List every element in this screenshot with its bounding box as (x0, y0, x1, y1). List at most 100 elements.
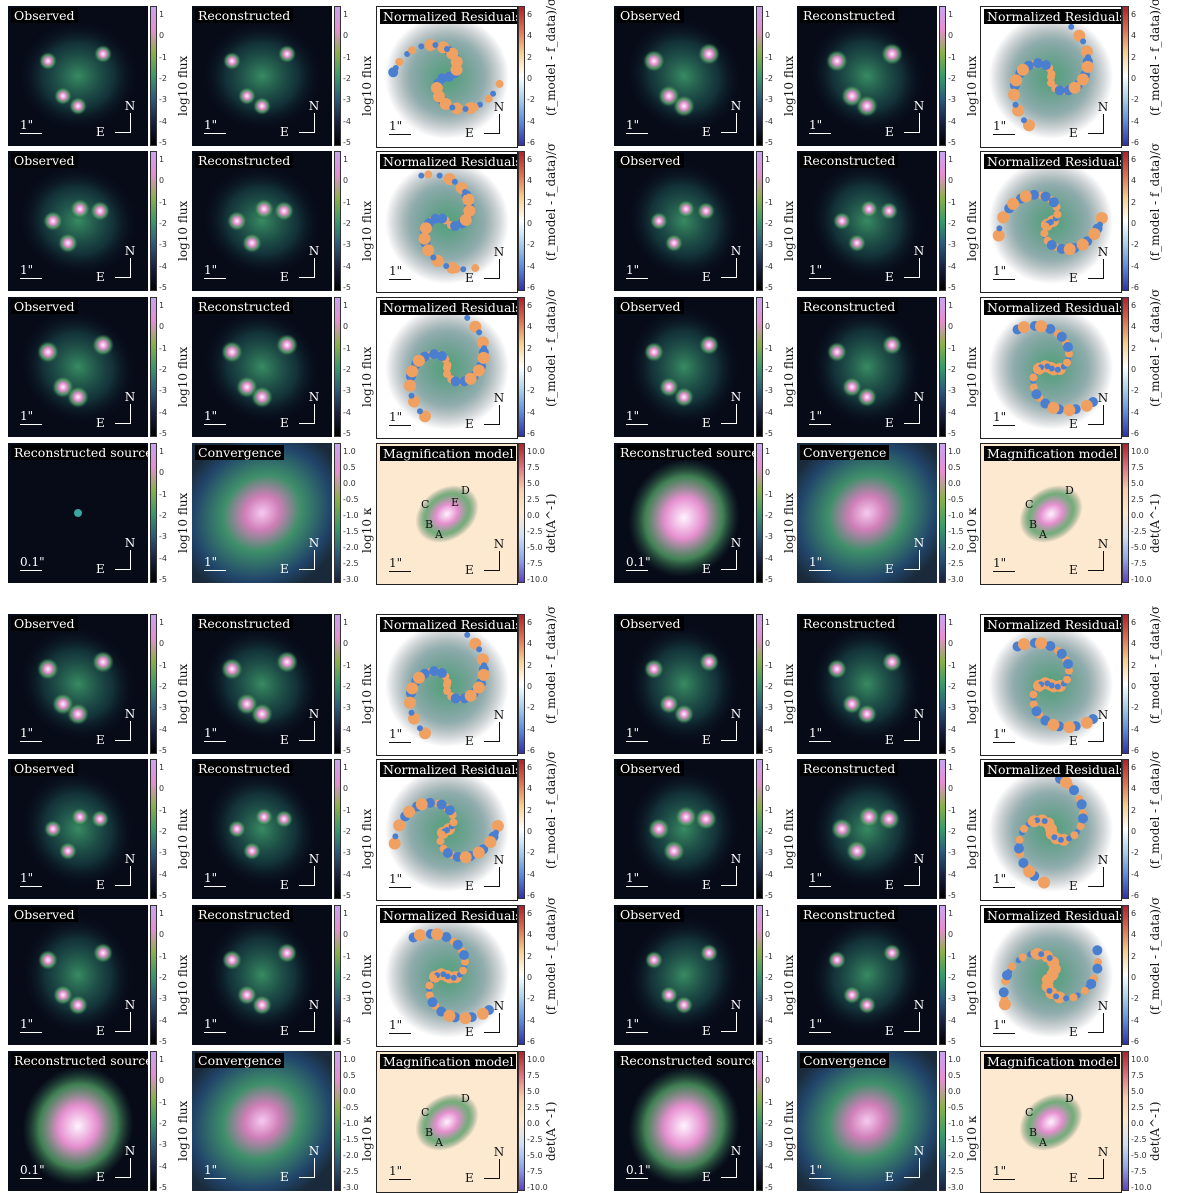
colorbar-tick: -5 (765, 575, 773, 584)
compass-east: E (280, 878, 289, 892)
colorbar-tick: 0 (948, 176, 954, 186)
colorbar-label: log10 κ (360, 507, 374, 553)
colorbar-flux (756, 297, 763, 437)
observed-image (8, 297, 148, 437)
colorbar-tick: -7.5 (1131, 1167, 1147, 1176)
colorbar-tick: -2 (343, 365, 351, 374)
east-arrow (1088, 741, 1104, 742)
colorbar-tick: -2 (343, 973, 351, 982)
observed-image (8, 905, 148, 1045)
scale-bar: 1" (993, 1019, 1015, 1034)
colorbar-label: log10 flux (360, 55, 374, 116)
scale-label: 0.1" (626, 555, 651, 569)
residual-speck (1033, 366, 1042, 375)
compass-north: N (493, 100, 505, 114)
colorbar-flux (334, 614, 341, 754)
compass-east: E (1069, 734, 1078, 748)
residual-speck (441, 932, 452, 943)
residual-speck (1044, 680, 1051, 687)
colorbar-flux (756, 443, 763, 583)
colorbar-tick: 1 (343, 909, 349, 918)
residual-speck (442, 847, 453, 858)
residual-speck (1080, 38, 1087, 45)
panel-title: Normalized Residuals (984, 762, 1121, 777)
colorbar-tick: -1 (343, 343, 351, 353)
image-label-b: B (425, 1126, 434, 1139)
scale-label: 1" (993, 727, 1007, 741)
colorbar-tick: -3 (948, 240, 956, 250)
colorbar-flux (756, 614, 763, 754)
colorbar-tick: -3 (343, 95, 351, 105)
residual-speck (458, 950, 469, 961)
colorbar-tick: -2 (343, 74, 351, 83)
lensed-image (848, 234, 866, 252)
scale-label: 0.1" (20, 1163, 45, 1177)
lensed-image (826, 50, 848, 72)
colorbar-tick: -7.5 (1131, 559, 1147, 568)
observed-image (8, 614, 148, 754)
residual-speck (1019, 190, 1032, 203)
colorbar-tick: 1.0 (948, 1055, 961, 1064)
compass-north: N (124, 1144, 136, 1158)
colorbar-tick: -1.5 (948, 527, 964, 536)
colorbar-tick: 0 (159, 176, 165, 186)
colorbar-label: det(A^-1) (1148, 493, 1162, 553)
panel-reconstructed: Reconstructed 1" N E (797, 905, 937, 1045)
colorbar-tick: -4 (765, 1015, 773, 1025)
north-arrow (130, 258, 131, 278)
east-arrow (721, 885, 737, 886)
colorbar-tick: -1.0 (343, 1119, 359, 1128)
colorbar-tick: -1 (765, 489, 773, 499)
scale-label: 1" (204, 1163, 218, 1177)
residual-speck (437, 830, 446, 839)
colorbar-tick: -2.5 (527, 1135, 543, 1144)
residuals-image (981, 615, 1121, 755)
scale-line (204, 570, 226, 571)
colorbar-tick: 1 (765, 618, 771, 627)
scale-label: 1" (993, 410, 1007, 424)
lensed-image (277, 943, 297, 963)
east-arrow (115, 423, 131, 424)
scale-line (626, 570, 648, 571)
lensed-image (860, 200, 878, 218)
residual-speck (443, 369, 452, 378)
colorbar-label: log10 κ (965, 1115, 979, 1161)
east-arrow (904, 132, 920, 133)
scale-line (389, 134, 411, 135)
north-arrow (919, 1012, 920, 1032)
panel-title: Convergence (195, 445, 285, 460)
colorbar-tick: 7.5 (527, 1071, 540, 1080)
colorbar-label: log10 flux (782, 954, 796, 1015)
colorbar-tick: 0.0 (1131, 511, 1144, 520)
panel-title: Normalized Residuals (984, 154, 1121, 169)
residual-speck (406, 365, 419, 378)
panel-reconstructed: Reconstructed 1" N E (192, 6, 332, 146)
colorbar-tick: 2.5 (527, 1103, 540, 1112)
east-arrow (904, 423, 920, 424)
north-arrow (1103, 867, 1104, 887)
scale-bar: 1" (389, 120, 411, 135)
colorbar-tick: 1.0 (948, 447, 961, 456)
colorbar-tick: -3 (948, 703, 956, 713)
residual-speck (443, 686, 452, 695)
colorbar-label: (f_model - f_data)/σ (544, 896, 558, 1015)
colorbar-tick: -10.0 (1131, 575, 1152, 584)
reconstructed-image (192, 905, 332, 1045)
residual-speck (444, 46, 450, 52)
scale-bar: 1" (809, 727, 831, 742)
colorbar-tick: 4 (1131, 639, 1137, 649)
colorbar-tick: -4 (159, 261, 167, 271)
colorbar-tick: -5.0 (527, 1151, 543, 1160)
residual-speck (459, 851, 472, 864)
colorbar-label: log10 flux (782, 1100, 796, 1161)
colorbar-flux (756, 6, 763, 146)
north-arrow (736, 1012, 737, 1032)
colorbar-tick: 4 (1131, 784, 1137, 794)
lensed-image (67, 386, 89, 408)
east-arrow (904, 740, 920, 741)
scale-line (389, 425, 411, 426)
panel-title: Reconstructed (800, 761, 899, 776)
reconstructed-image (192, 614, 332, 754)
